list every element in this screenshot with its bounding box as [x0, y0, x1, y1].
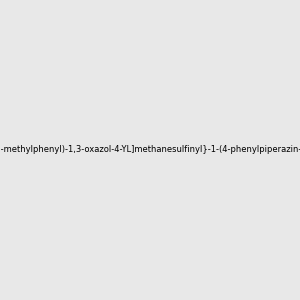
Text: 2-{[5-Methyl-2-(3-methylphenyl)-1,3-oxazol-4-YL]methanesulfinyl}-1-(4-phenylpipe: 2-{[5-Methyl-2-(3-methylphenyl)-1,3-oxaz…: [0, 146, 300, 154]
